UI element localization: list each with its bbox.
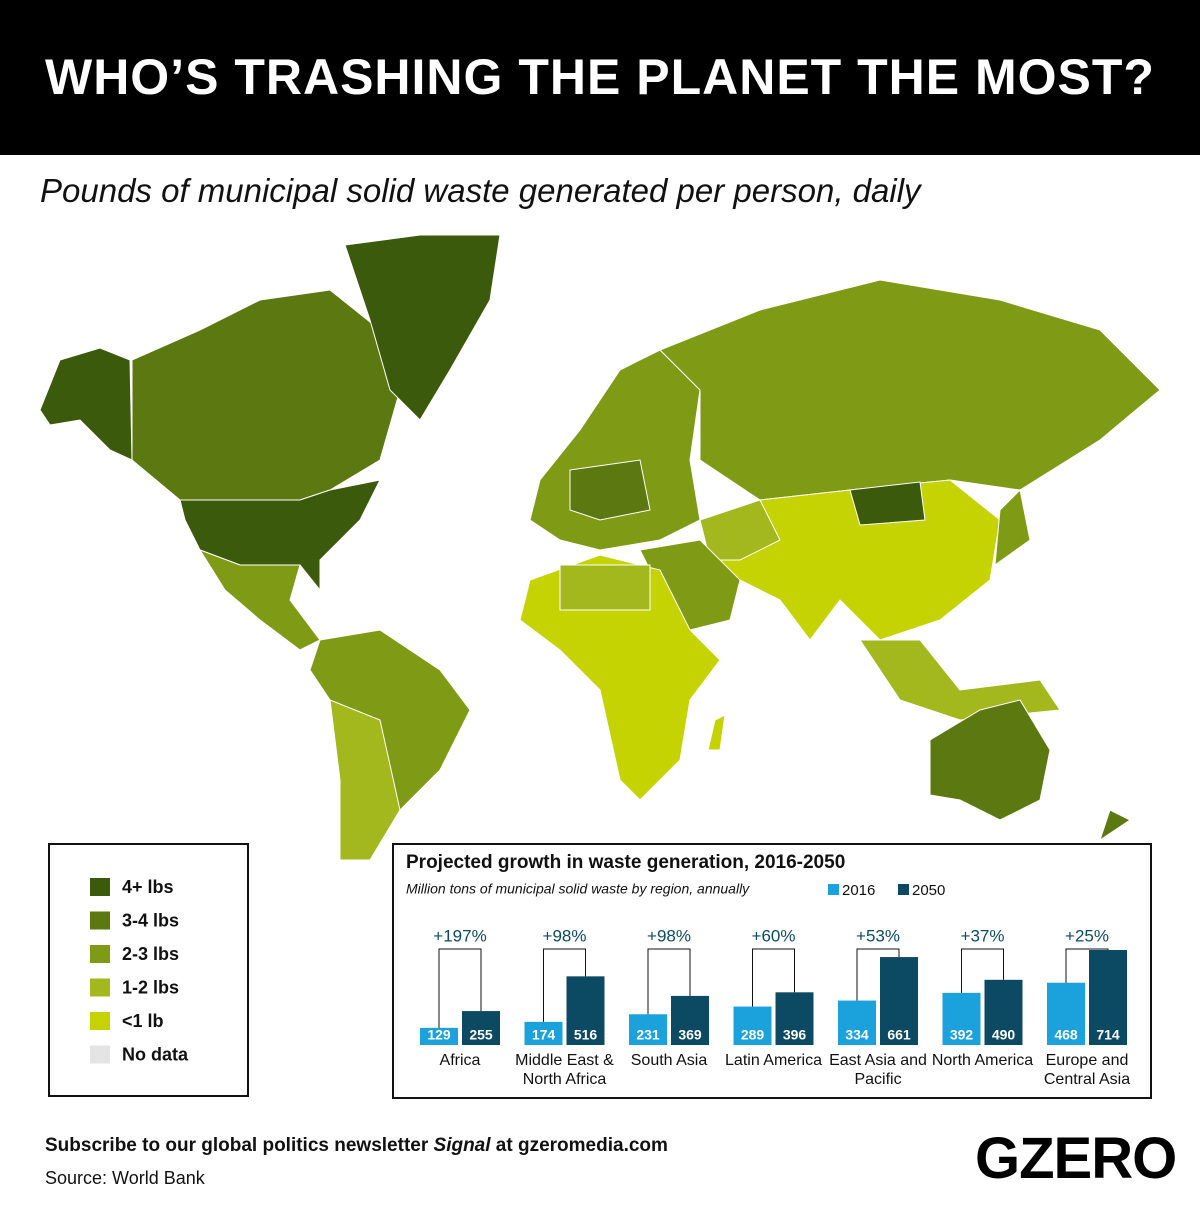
legend-swatch — [90, 1045, 110, 1064]
legend-label: 1-2 lbs — [122, 977, 179, 997]
legend-swatch — [90, 1012, 110, 1030]
bar-value-label: 490 — [992, 1027, 1016, 1043]
legend-items: 4+ lbs 3-4 lbs 2-3 lbs 1-2 lbs <1 lb No data — [90, 877, 189, 1064]
map-region — [569, 459, 651, 521]
bar-value-label: 231 — [636, 1027, 660, 1043]
map-region — [519, 554, 721, 801]
map-region — [994, 488, 1031, 567]
bar-value-label: 334 — [845, 1027, 869, 1043]
bar-value-label: 255 — [469, 1027, 493, 1043]
legend-label: No data — [122, 1044, 189, 1064]
legend-label: 2016 — [842, 882, 875, 899]
footer-subscribe: Subscribe to our global politics newslet… — [45, 1135, 668, 1157]
map-region — [1099, 809, 1131, 842]
x-tick-label: Middle East & North Africa — [515, 1052, 614, 1088]
growth-bracket — [961, 948, 1004, 993]
bar-value-label: 396 — [783, 1027, 807, 1043]
legend-swatch — [90, 945, 110, 963]
map-region — [659, 279, 1161, 501]
bar — [733, 1006, 772, 1045]
legend-label: 3-4 lbs — [122, 910, 179, 930]
bar-value-label: 369 — [678, 1027, 702, 1043]
growth-bracket — [543, 948, 586, 1022]
legend-swatch — [828, 884, 839, 895]
x-tick-label: Africa — [439, 1052, 481, 1069]
bar — [566, 976, 605, 1045]
world-map — [39, 234, 1161, 861]
bar-value-label: 392 — [950, 1027, 974, 1043]
legend-label: 2-3 lbs — [122, 944, 179, 964]
map-region — [344, 234, 501, 421]
legend-swatch — [90, 978, 110, 997]
bar-value-label: 289 — [741, 1027, 765, 1043]
map-region — [39, 347, 133, 461]
bar — [671, 995, 709, 1045]
chart-panel: Projected growth in waste generation, 20… — [392, 843, 1152, 1099]
growth-label: +60% — [752, 926, 796, 945]
footer-source: Source: World Bank — [45, 1168, 205, 1188]
map-region — [929, 699, 1051, 821]
bar — [775, 992, 814, 1045]
map-region — [699, 479, 1001, 641]
bar-chart: Projected growth in waste generation, 20… — [406, 852, 1127, 1045]
bar-value-label: 516 — [574, 1027, 598, 1043]
bar — [524, 1021, 563, 1045]
bar-value-label: 714 — [1096, 1027, 1120, 1043]
growth-bracket — [1065, 948, 1109, 983]
growth-label: +53% — [856, 926, 900, 945]
legend-label: 2050 — [912, 882, 945, 899]
x-tick-label: South Asia — [630, 1052, 708, 1069]
header-title: WHO’S TRASHING THE PLANET THE MOST? — [0, 0, 1200, 155]
x-tick-label: North America — [931, 1052, 1034, 1069]
growth-label: +98% — [647, 926, 691, 945]
footer-text: Signal — [433, 1135, 491, 1156]
legend-swatch — [90, 911, 110, 930]
growth-bracket — [856, 948, 900, 1001]
map-legend: 4+ lbs 3-4 lbs 2-3 lbs 1-2 lbs <1 lb No data — [48, 843, 249, 1097]
map-region — [707, 714, 726, 751]
legend-label: 4+ lbs — [122, 877, 174, 897]
legend-swatch — [90, 878, 110, 896]
chart-subtitle: Million tons of municipal solid waste by… — [406, 881, 750, 897]
map-region — [179, 479, 381, 592]
bar — [984, 979, 1023, 1045]
growth-label: +37% — [961, 926, 1005, 945]
map-region — [529, 349, 701, 551]
map-region — [849, 481, 926, 526]
x-tick-label: Latin America — [725, 1052, 822, 1069]
map-region — [329, 699, 401, 861]
growth-label: +197% — [433, 926, 486, 945]
x-tick-label: Europe and Central Asia — [1043, 1052, 1131, 1088]
growth-label: +98% — [543, 926, 587, 945]
map-region — [559, 564, 651, 611]
logo: GZERO — [975, 1126, 1177, 1191]
bar — [880, 957, 918, 1045]
bar-value-label: 468 — [1054, 1027, 1078, 1043]
bar — [1089, 950, 1127, 1045]
map-region — [131, 289, 401, 501]
map-subtitle: Pounds of municipal solid waste generate… — [40, 172, 921, 209]
bar — [629, 1014, 667, 1045]
growth-label: +25% — [1065, 926, 1109, 945]
bar-value-label: 129 — [427, 1027, 451, 1043]
bar-value-label: 661 — [887, 1027, 911, 1043]
map-region — [859, 639, 1061, 721]
bar — [462, 1011, 500, 1045]
bar — [838, 1000, 876, 1045]
growth-bracket — [647, 948, 691, 1015]
bar — [942, 992, 981, 1045]
footer-text: Subscribe to our global politics newslet… — [45, 1135, 434, 1156]
bar-value-label: 174 — [532, 1027, 556, 1043]
legend-label: <1 lb — [122, 1011, 164, 1031]
growth-bracket — [438, 948, 482, 1028]
footer-text: at gzeromedia.com — [490, 1135, 668, 1156]
x-tick-label: East Asia and Pacific — [829, 1052, 927, 1088]
chart-title: Projected growth in waste generation, 20… — [406, 852, 845, 873]
bar — [1047, 982, 1085, 1045]
growth-bracket — [752, 948, 795, 1007]
bar — [420, 1027, 458, 1045]
legend-swatch — [898, 884, 909, 895]
